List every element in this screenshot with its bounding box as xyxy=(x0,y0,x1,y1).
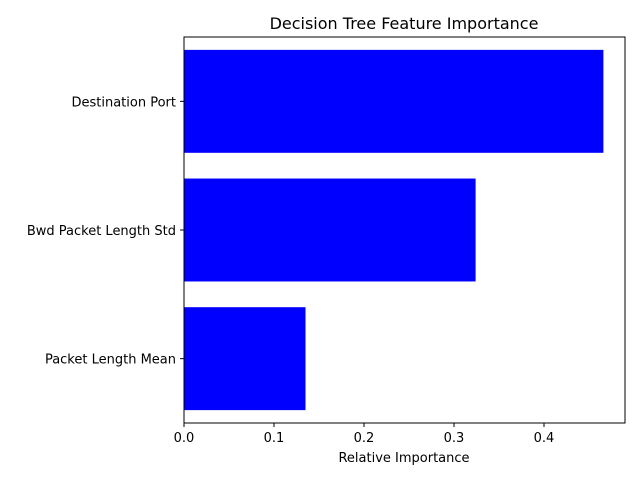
plot-frame xyxy=(183,36,626,424)
x-tick-label: 0.4 xyxy=(534,431,555,446)
x-tick-label: 0.2 xyxy=(354,431,375,446)
x-tick-label: 0.0 xyxy=(174,431,195,446)
y-tick-label: Destination Port xyxy=(71,95,176,110)
y-axis-ticks: Packet Length Mean Bwd Packet Length Std D… xyxy=(27,95,184,368)
bar-destination-port xyxy=(184,49,604,153)
x-tick-label: 0.1 xyxy=(264,431,285,446)
x-axis-label: Relative Importance xyxy=(338,451,469,466)
bar-bwd-packet-length-std xyxy=(184,178,476,282)
bars-group xyxy=(184,49,604,411)
chart-title: Decision Tree Feature Importance xyxy=(270,14,539,33)
x-axis-ticks: 0.0 0.1 0.2 0.3 0.4 xyxy=(174,423,555,446)
x-tick-label: 0.3 xyxy=(444,431,465,446)
y-tick-label: Bwd Packet Length Std xyxy=(27,224,176,239)
y-tick-label: Packet Length Mean xyxy=(45,353,176,368)
bar-packet-length-mean xyxy=(184,307,306,411)
